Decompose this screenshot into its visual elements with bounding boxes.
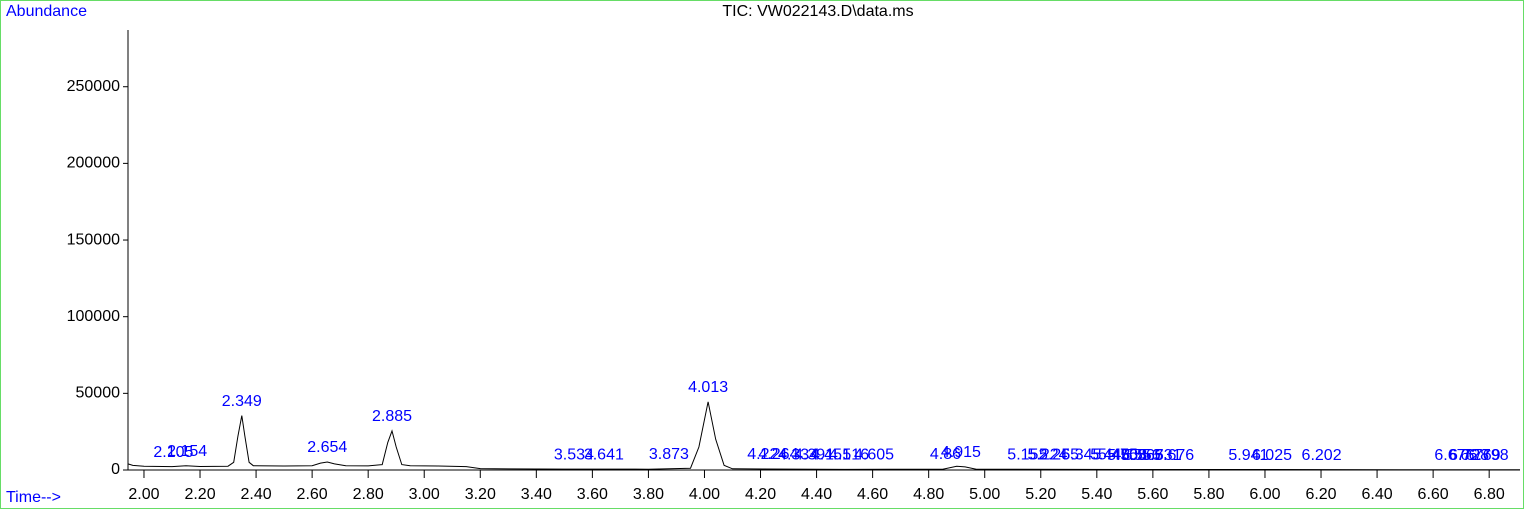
y-tick-label: 150000 [67,231,120,248]
y-tick-label: 0 [111,461,120,478]
peak-label: 4.915 [941,444,981,461]
x-tick-label: 3.40 [521,486,552,503]
peak-label: 4.605 [854,447,894,464]
y-tick-label: 250000 [67,78,120,95]
peak-label: 5.345 [1061,447,1101,464]
peak-label: 6.798 [1469,447,1509,464]
x-tick-label: 6.60 [1418,486,1449,503]
y-tick-label: 200000 [67,155,120,172]
peak-label: 2.154 [167,443,207,460]
x-tick-label: 2.00 [128,486,159,503]
peak-label: 3.641 [584,446,624,463]
x-tick-label: 3.00 [409,486,440,503]
peak-label: 4.451 [811,447,851,464]
x-tick-label: 2.80 [353,486,384,503]
peak-label: 3.873 [649,446,689,463]
peak-label: 5.567 [1124,447,1164,464]
peak-label: 4.391 [794,446,834,463]
peak-label: 6.728 [1449,447,1489,464]
peak-label: 5.152 [1007,447,1047,464]
y-axis-label: Abundance [6,3,87,20]
peak-label: 5.224 [1027,447,1067,464]
x-tick-label: 3.80 [633,486,664,503]
peak-label: 5.556 [1121,447,1161,464]
peak-label: 2.654 [307,439,347,456]
peak-label: 4.86 [930,446,961,463]
x-tick-label: 2.20 [184,486,215,503]
x-tick-label: 2.60 [297,486,328,503]
x-tick-label: 2.40 [241,486,272,503]
x-tick-label: 6.20 [1305,486,1336,503]
chart-title: TIC: VW022143.D\data.ms [722,3,913,20]
peak-label: 2.349 [222,393,262,410]
peak-label: 4.334 [778,446,818,463]
x-tick-label: 4.00 [689,486,720,503]
x-tick-label: 6.80 [1474,486,1505,503]
peak-label: 4.224 [747,446,787,463]
peak-label: 6.769 [1460,447,1500,464]
x-axis-label: Time--> [6,489,61,506]
x-tick-label: 5.80 [1193,486,1224,503]
peak-label: 6.025 [1252,447,1292,464]
peak-label: 6.676 [1434,447,1474,464]
x-tick-label: 3.60 [577,486,608,503]
peak-label: 2.105 [153,444,193,461]
peak-label: 5.508 [1107,447,1147,464]
x-tick-label: 6.40 [1362,486,1393,503]
y-tick-label: 50000 [76,385,121,402]
peak-label: 4.516 [829,447,869,464]
x-tick-label: 6.00 [1249,486,1280,503]
peak-label: 3.534 [554,446,594,463]
x-tick-label: 4.40 [801,486,832,503]
peak-label: 5.631 [1142,447,1182,464]
x-tick-label: 5.20 [1025,486,1056,503]
x-tick-label: 4.80 [913,486,944,503]
x-tick-label: 5.00 [969,486,1000,503]
peak-label: 6.202 [1302,447,1342,464]
x-tick-label: 5.40 [1081,486,1112,503]
peak-label: 2.885 [372,408,412,425]
trace [127,401,1520,471]
peak-label: 4.264 [758,446,798,463]
y-tick-label: 100000 [67,308,120,325]
peak-label: 4.013 [688,379,728,396]
peak-label: 5.475 [1098,447,1138,464]
peak-label: 5.676 [1154,447,1194,464]
peak-label: 5.265 [1039,447,1079,464]
peak-label: 5.448 [1090,447,1130,464]
x-tick-label: 4.20 [745,486,776,503]
x-tick-label: 4.60 [857,486,888,503]
x-tick-label: 3.20 [465,486,496,503]
peak-label: 5.941 [1228,447,1268,464]
x-tick-label: 5.60 [1137,486,1168,503]
